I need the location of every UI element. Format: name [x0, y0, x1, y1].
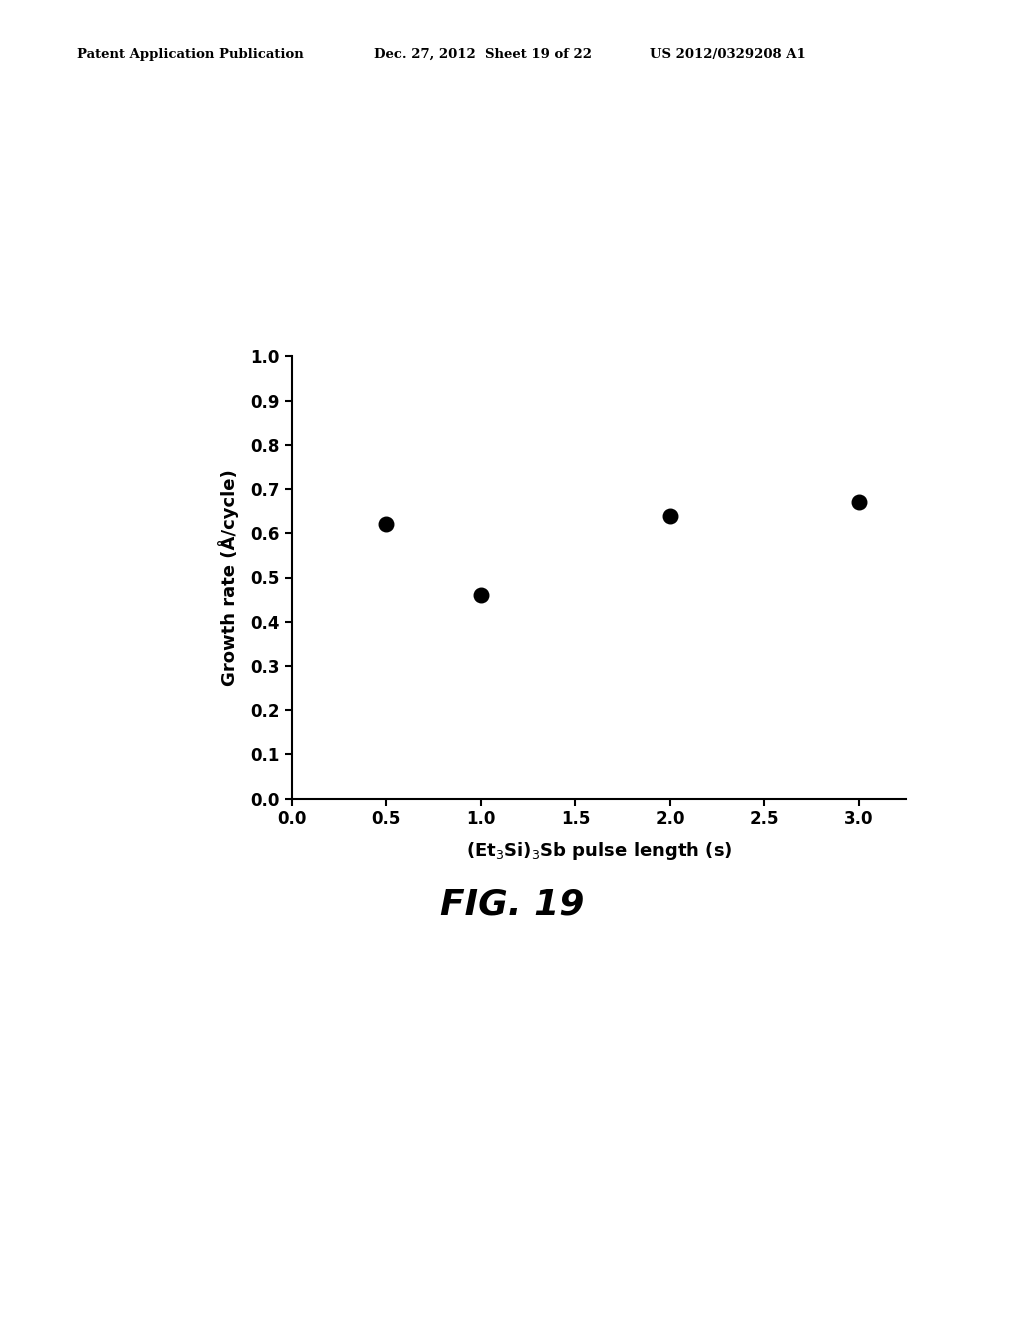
Point	[662, 506, 678, 527]
Text: Patent Application Publication: Patent Application Publication	[77, 48, 303, 61]
X-axis label: (Et$_3$Si)$_3$Sb pulse length (s): (Et$_3$Si)$_3$Sb pulse length (s)	[466, 840, 732, 862]
Text: Dec. 27, 2012  Sheet 19 of 22: Dec. 27, 2012 Sheet 19 of 22	[374, 48, 592, 61]
Point	[851, 492, 867, 513]
Text: FIG. 19: FIG. 19	[440, 887, 584, 921]
Text: US 2012/0329208 A1: US 2012/0329208 A1	[650, 48, 806, 61]
Point	[378, 513, 394, 535]
Y-axis label: Growth rate (Å/cycle): Growth rate (Å/cycle)	[218, 469, 240, 686]
Point	[473, 585, 489, 606]
